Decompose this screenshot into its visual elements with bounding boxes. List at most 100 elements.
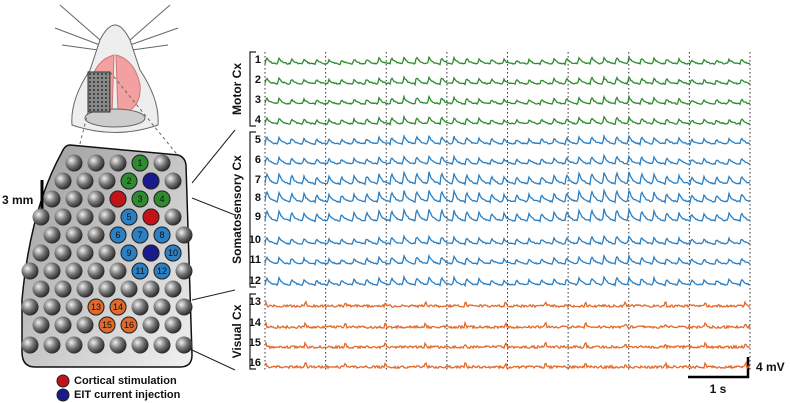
electrode (164, 280, 182, 298)
electrode (109, 154, 127, 172)
electrode-label: 14 (113, 302, 123, 312)
electrode (98, 280, 116, 298)
labeled-electrode (109, 298, 127, 316)
channel-label: 4 (255, 114, 262, 126)
electrode-label: 15 (102, 320, 112, 330)
electrode-label: 10 (168, 248, 178, 258)
trace (264, 133, 751, 147)
electrode (65, 190, 83, 208)
labeled-electrode (120, 172, 138, 190)
channel-label: 9 (255, 211, 261, 223)
electrode (175, 262, 193, 280)
channel-label: 2 (255, 74, 261, 86)
electrode (87, 336, 105, 354)
electrode (175, 336, 193, 354)
electrode (142, 316, 160, 334)
region-bracket (249, 51, 256, 127)
electrode (164, 208, 182, 226)
electrode (87, 226, 105, 244)
labeled-electrode (98, 316, 116, 334)
legend-swatch (56, 388, 70, 402)
trace (264, 274, 751, 288)
electrode (153, 154, 171, 172)
electrode (153, 336, 171, 354)
electrode-label: 7 (137, 230, 142, 240)
electrode (21, 262, 39, 280)
legend-label: EIT current injection (74, 389, 181, 401)
labeled-electrode (109, 226, 127, 244)
electrode (21, 336, 39, 354)
electrode (76, 316, 94, 334)
electrode (175, 298, 193, 316)
trace (264, 320, 751, 330)
electrode (109, 336, 127, 354)
trace (264, 94, 751, 107)
trace (264, 300, 751, 309)
electrode (98, 244, 116, 262)
channel-label: 16 (249, 357, 261, 369)
channel-label: 5 (255, 134, 261, 146)
time-scale-bar (688, 357, 750, 379)
electrode-label: 13 (91, 302, 101, 312)
channel-label: 1 (255, 54, 261, 66)
channel-label: 10 (249, 234, 261, 246)
channel-label: 15 (249, 337, 261, 349)
channel-label: 6 (255, 154, 261, 166)
special-electrode (142, 244, 160, 262)
channel-label: 13 (249, 296, 261, 308)
electrode (54, 244, 72, 262)
electrode (21, 298, 39, 316)
electrode (32, 208, 50, 226)
labeled-electrode (87, 298, 105, 316)
electrode (87, 262, 105, 280)
electrode (43, 262, 61, 280)
electrode (54, 316, 72, 334)
region-bracket (249, 131, 256, 288)
electrode (131, 298, 149, 316)
electrode (87, 190, 105, 208)
electrode (32, 244, 50, 262)
electrode (32, 280, 50, 298)
electrode (43, 298, 61, 316)
region-label: Somatosensory Cx (230, 155, 244, 264)
trace (264, 360, 751, 370)
electrode (109, 262, 127, 280)
region-bracket (249, 293, 256, 370)
trace (264, 188, 751, 205)
electrode-label: 3 (137, 194, 142, 204)
channel-label: 8 (255, 192, 261, 204)
trace (264, 153, 751, 167)
channel-label: 3 (255, 94, 261, 106)
electrode (164, 172, 182, 190)
electrode-label: 4 (159, 194, 164, 204)
labeled-electrode (153, 226, 171, 244)
labeled-electrode (164, 244, 182, 262)
legend-label: Cortical stimulation (74, 375, 177, 387)
special-electrode (142, 208, 160, 226)
electrode (120, 280, 138, 298)
electrode (76, 172, 94, 190)
electrode-label: 16 (124, 320, 134, 330)
electrode-label: 12 (157, 266, 167, 276)
electrode (142, 280, 160, 298)
electrode (98, 208, 116, 226)
trace (264, 207, 751, 223)
grid-lines (264, 52, 751, 370)
electrode (65, 226, 83, 244)
electrode-label: 2 (126, 176, 131, 186)
trace (264, 55, 751, 66)
trace (264, 114, 751, 126)
labeled-electrode (131, 262, 149, 280)
legend-swatch (56, 374, 70, 388)
electrode (43, 190, 61, 208)
electrode (43, 336, 61, 354)
electrode (164, 316, 182, 334)
electrode (76, 280, 94, 298)
labeled-electrode (131, 190, 149, 208)
connectors (191, 129, 236, 371)
labeled-electrode (153, 190, 171, 208)
electrode (32, 316, 50, 334)
region-label: Motor Cx (230, 63, 244, 115)
electrode (65, 262, 83, 280)
electrode-label: 5 (126, 212, 131, 222)
